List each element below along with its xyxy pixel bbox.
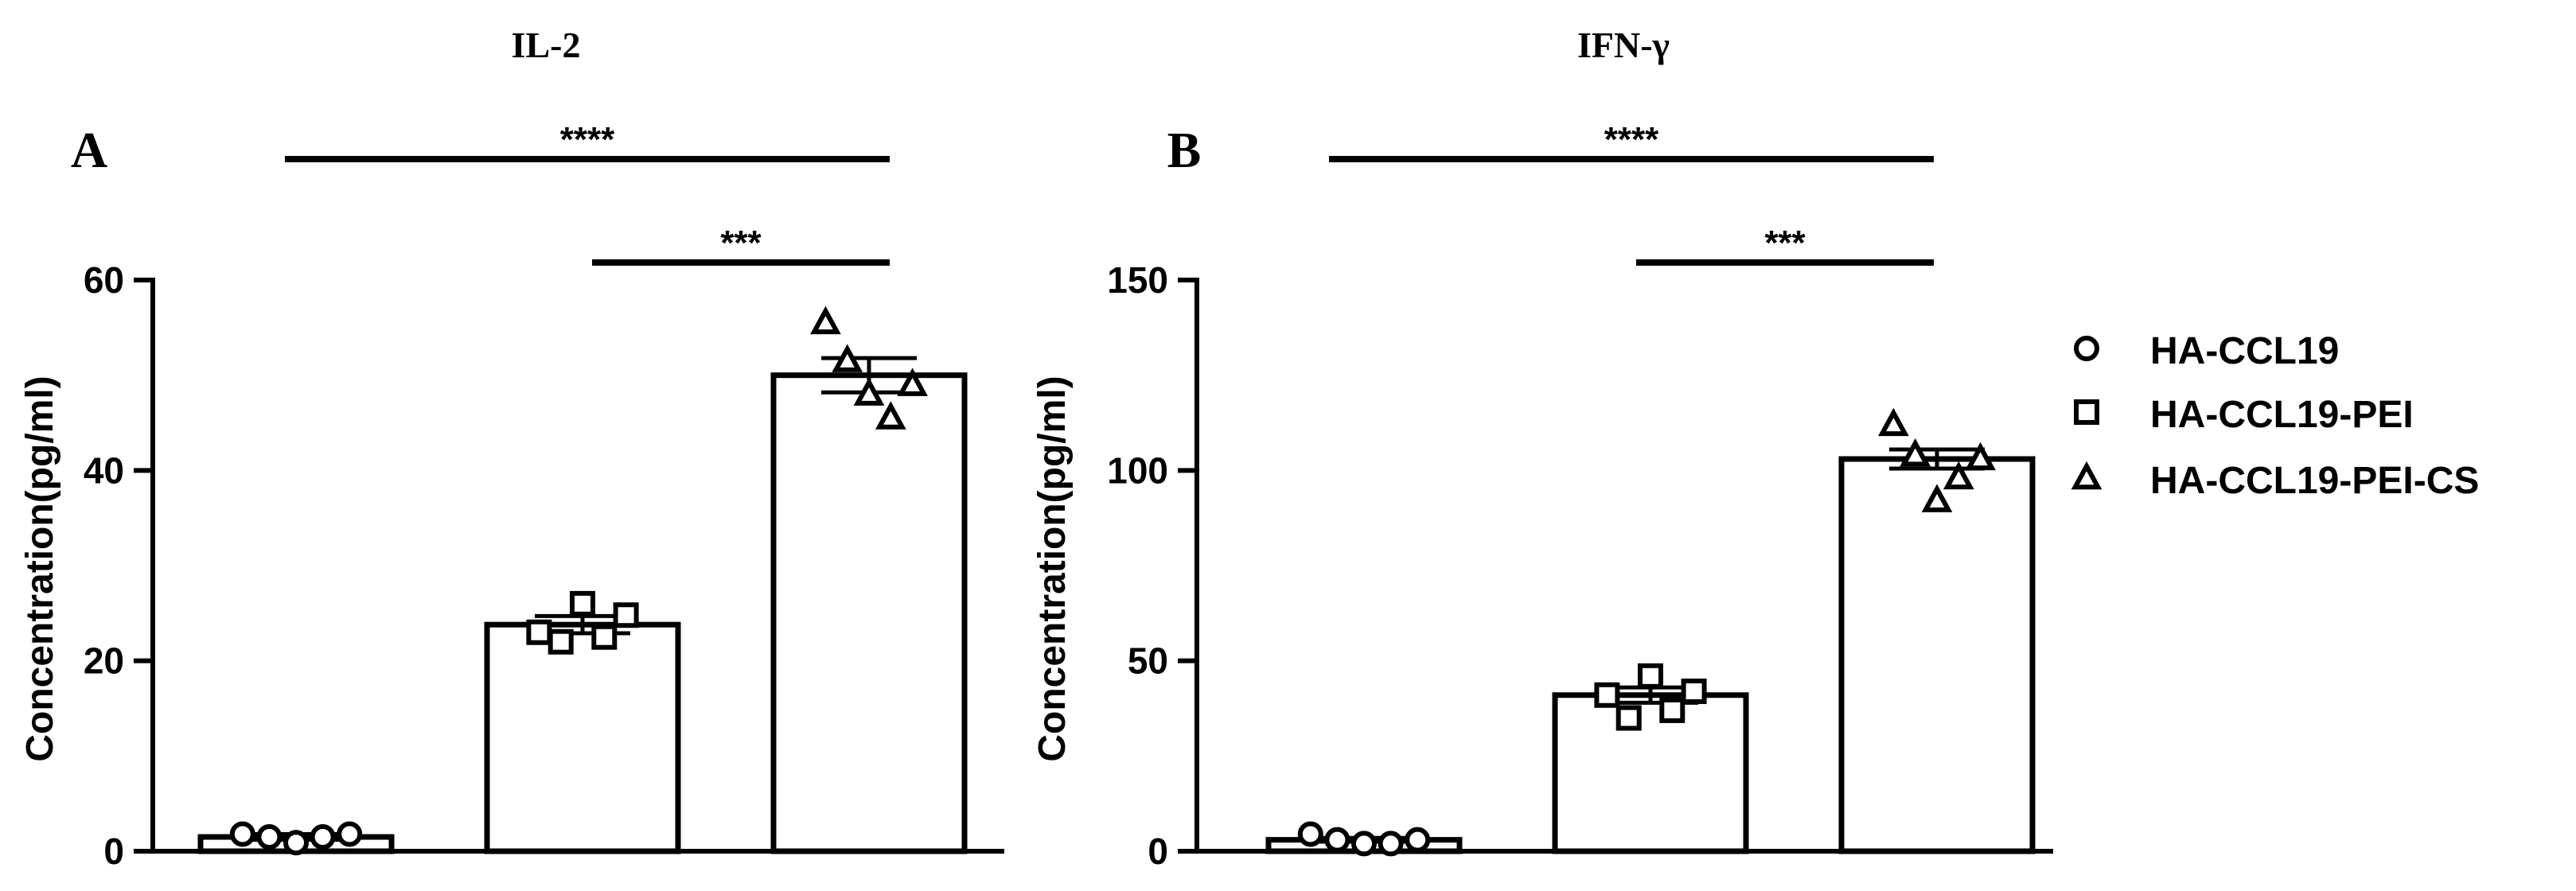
data-point [256,824,283,850]
data-point [1378,831,1404,857]
significance-label: *** [720,224,762,263]
y-tick-label: 150 [1107,259,1168,301]
data-point [810,305,841,335]
legend-item-label: HA-CCL19-PEI-CS [2150,460,2479,502]
data-point [591,624,618,650]
y-tick-label: 50 [1128,640,1168,682]
data-point [1878,407,1909,437]
data-point [897,368,928,396]
significance-label: **** [560,120,615,159]
legend-item-label: HA-CCL19-PEI [2150,394,2414,436]
data-point [1324,827,1350,853]
panel-title: IFN-γ [1577,25,1670,65]
data-point [526,619,552,645]
data-point [853,377,885,406]
data-point [1615,705,1642,731]
y-tick-label: 100 [1107,449,1168,491]
data-point [1659,697,1686,723]
bar-ha-ccl19-pei [484,621,681,854]
data-point [1638,663,1663,689]
legend-marker-triangle [2071,461,2102,490]
data-point [229,821,255,847]
bar-ha-ccl19-pei-cs [770,372,968,854]
data-point [613,602,639,628]
data-point [1297,821,1323,847]
legend-marker-square [2074,399,2099,425]
data-point [310,824,336,850]
significance-label: *** [1764,224,1806,263]
data-point [283,830,309,856]
y-tick-label: 40 [84,449,124,491]
data-point [1681,678,1707,704]
bar-ha-ccl19-pei-cs [1838,456,2036,854]
data-point [1943,461,1974,490]
data-point [1900,438,1931,467]
data-point [1965,442,1996,471]
y-tick-label: 20 [84,640,124,682]
significance-label: **** [1604,120,1659,159]
data-point [1594,682,1620,708]
y-axis-label: Concentration(pg/ml) [1031,375,1074,761]
data-point [548,628,574,655]
y-tick-label: 60 [84,259,124,301]
panel-letter: B [1167,122,1202,178]
y-tick-label: 0 [1148,831,1168,872]
data-point [1405,827,1431,853]
panel-title: IL-2 [512,25,581,65]
data-point [1351,831,1377,857]
data-point [832,344,863,372]
data-point [875,401,906,430]
data-point [570,590,595,617]
legend-item-label: HA-CCL19 [2150,330,2339,372]
bar-ha-ccl19-pei [1552,692,1749,854]
data-point [337,821,363,847]
y-axis-label: Concentration(pg/ml) [19,375,61,761]
legend-marker-circle [2074,336,2099,361]
panel-ifn-gamma: IFN-γBConcentration(pg/ml)050100150*****… [1031,25,2053,872]
legend: HA-CCL19 HA-CCL19-PEI HA-CCL19-PEI-CS [2071,330,2479,502]
panel-letter: A [71,122,107,178]
data-point [1921,484,1953,512]
y-tick-label: 0 [103,831,124,872]
